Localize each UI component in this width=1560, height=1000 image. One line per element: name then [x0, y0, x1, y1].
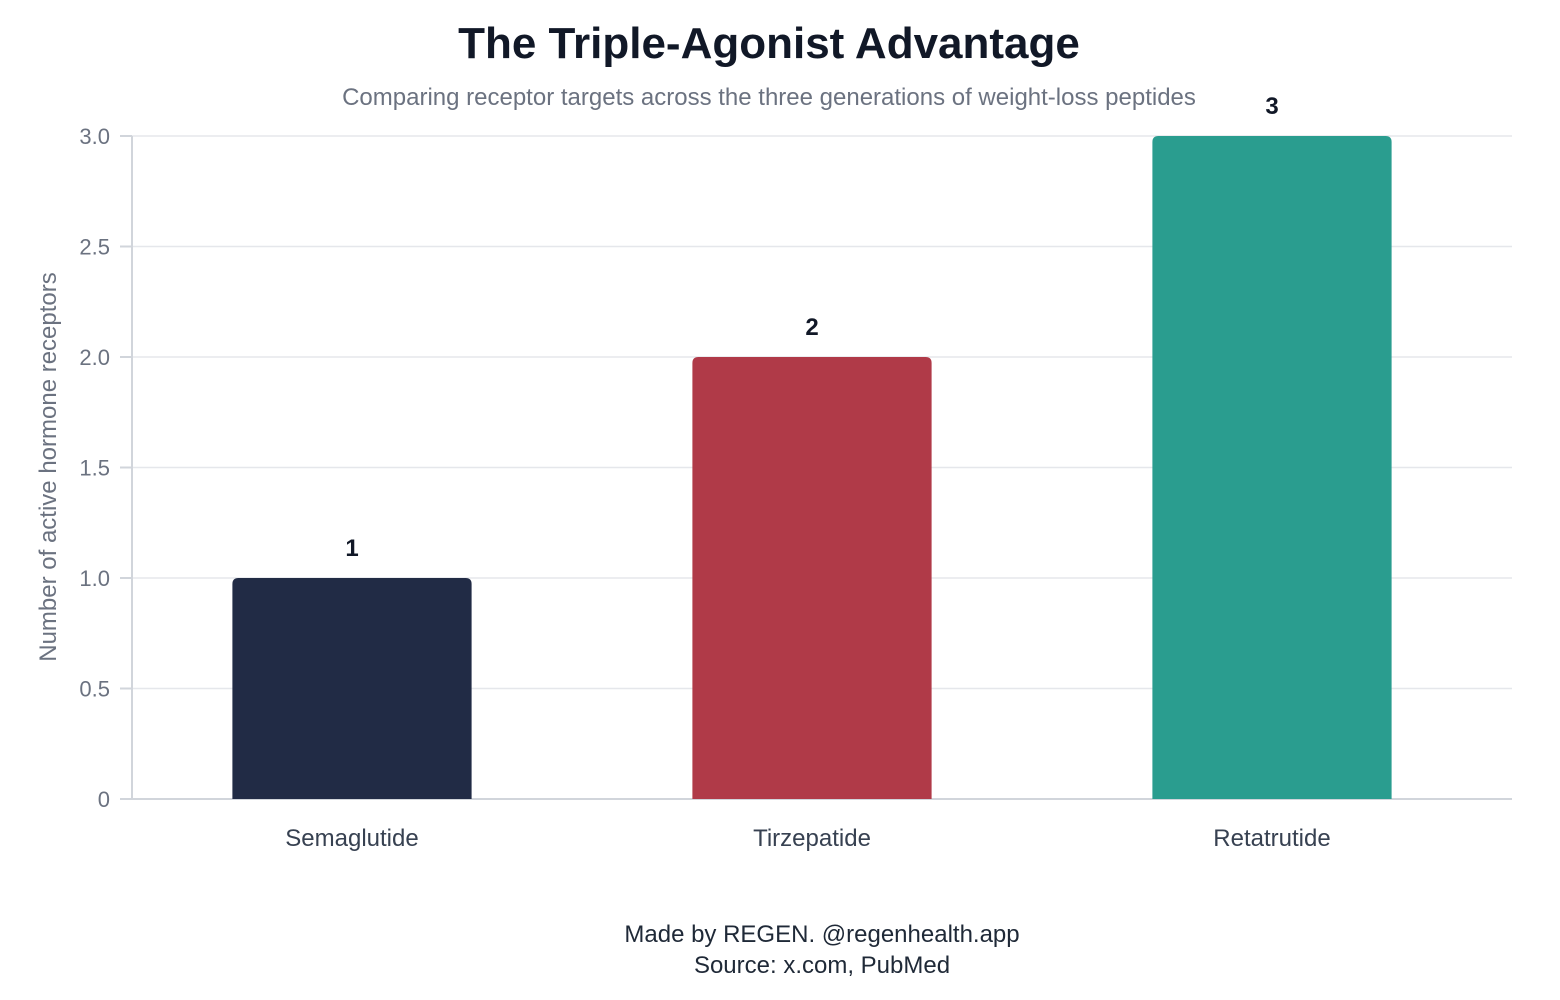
data-label-tirzepatide: 2 — [805, 314, 818, 341]
y-tick-label: 2.0 — [79, 345, 110, 370]
y-tick-label: 3.0 — [79, 124, 110, 149]
footer-credit: Made by REGEN. @regenhealth.app — [624, 921, 1019, 948]
y-tick-label: 2.5 — [79, 235, 110, 260]
data-label-semaglutide: 1 — [345, 535, 358, 562]
y-tick-label: 0.5 — [79, 677, 110, 702]
x-tick-label-retatrutide: Retatrutide — [1213, 825, 1330, 852]
data-labels: 1 2 3 — [345, 93, 1278, 562]
bars — [232, 136, 1392, 799]
y-axis-label: Number of active hormone receptors — [35, 272, 62, 662]
bar-semaglutide — [232, 578, 472, 799]
x-axis-ticks: Semaglutide Tirzepatide Retatrutide — [285, 825, 1330, 852]
y-tick-label: 0 — [98, 787, 110, 812]
y-tick-label: 1.0 — [79, 566, 110, 591]
footer-source: Source: x.com, PubMed — [694, 952, 950, 979]
y-tick-label: 1.5 — [79, 456, 110, 481]
x-tick-label-semaglutide: Semaglutide — [285, 825, 418, 852]
data-label-retatrutide: 3 — [1265, 93, 1278, 120]
bar-tirzepatide — [692, 357, 932, 799]
x-tick-label-tirzepatide: Tirzepatide — [753, 825, 871, 852]
y-axis-ticks: 0 0.5 1.0 1.5 2.0 2.5 3.0 — [79, 124, 132, 812]
chart-subtitle: Comparing receptor targets across the th… — [342, 84, 1196, 111]
bar-retatrutide — [1152, 136, 1392, 799]
chart-title: The Triple-Agonist Advantage — [458, 19, 1080, 68]
